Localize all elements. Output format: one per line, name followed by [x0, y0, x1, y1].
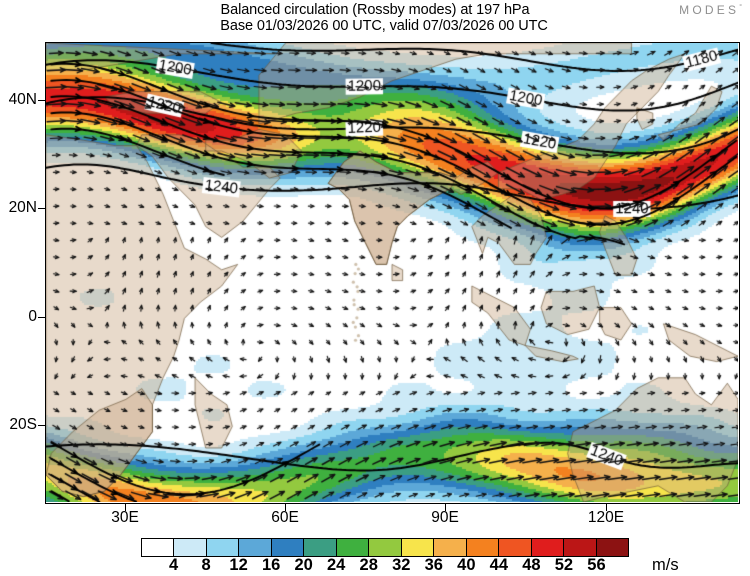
ytick-label-20n: 20N	[8, 199, 37, 216]
colorbar-swatch-14	[596, 539, 629, 556]
colorbar-swatch-6	[336, 539, 370, 556]
colorbar-swatch-1	[174, 539, 207, 556]
weather-map-canvas	[46, 43, 738, 502]
colorbar-tick-20: 20	[294, 556, 313, 574]
colorbar-tick-28: 28	[359, 556, 378, 574]
colorbar-swatch-3	[239, 539, 272, 556]
colorbar-swatch-9	[434, 539, 467, 556]
colorbar-swatch-2	[206, 539, 240, 556]
xtick-label-120e: 120E	[587, 509, 625, 526]
xtick-label-60e: 60E	[271, 509, 299, 526]
chart-title-block: Balanced circulation (Rossby modes) at 1…	[0, 2, 750, 34]
colorbar-swatch-4	[271, 539, 305, 556]
modes-logo-text: MODES	[679, 3, 740, 17]
chart-subtitle: Base 01/03/2026 00 UTC, valid 07/03/2026…	[220, 18, 548, 34]
ytick-label-20s: 20S	[9, 416, 37, 433]
xtick-mark-30e	[125, 504, 126, 511]
map-plot-area	[45, 42, 740, 504]
colorbar-swatch-0	[142, 539, 175, 556]
colorbar-tick-40: 40	[457, 556, 476, 574]
colorbar-swatch-11	[499, 539, 532, 556]
colorbar-ticks: 4 8 12 16 20 24 28 32 36 40 44 48 52 56	[141, 556, 629, 576]
colorbar-unit-label: m/s	[652, 556, 679, 574]
page-title: Balanced circulation (Rossby modes) at 1…	[220, 2, 530, 18]
colorbar-swatch-12	[531, 539, 565, 556]
modes-logo: MODES°	[679, 3, 742, 17]
xtick-mark-60e	[285, 504, 286, 511]
xtick-label-30e: 30E	[111, 509, 139, 526]
colorbar-swatch-13	[564, 539, 597, 556]
colorbar-tick-44: 44	[489, 556, 509, 574]
xtick-label-90e: 90E	[431, 509, 459, 526]
ytick-mark-20s	[38, 425, 46, 426]
colorbar-tick-36: 36	[424, 556, 443, 574]
colorbar-tick-12: 12	[229, 556, 248, 574]
colorbar-tick-4: 4	[168, 556, 179, 574]
colorbar-tick-56: 56	[587, 556, 606, 574]
colorbar	[141, 538, 629, 557]
xtick-mark-90e	[445, 504, 446, 511]
colorbar-tick-16: 16	[261, 556, 281, 574]
colorbar-swatch-5	[304, 539, 337, 556]
ytick-mark-40n	[38, 100, 46, 101]
ytick-label-0: 0	[28, 308, 37, 325]
colorbar-tick-24: 24	[327, 556, 346, 574]
ytick-mark-0	[38, 317, 46, 318]
colorbar-tick-48: 48	[522, 556, 541, 574]
colorbar-swatch-7	[369, 539, 402, 556]
colorbar-tick-52: 52	[554, 556, 574, 574]
colorbar-swatch-8	[401, 539, 435, 556]
ytick-label-40n: 40N	[8, 91, 37, 108]
colorbar-tick-32: 32	[392, 556, 411, 574]
modes-logo-mark: °	[739, 4, 742, 11]
colorbar-swatch-10	[466, 539, 500, 556]
ytick-mark-20n	[38, 208, 46, 209]
colorbar-tick-8: 8	[201, 556, 211, 574]
xtick-mark-120e	[606, 504, 607, 511]
